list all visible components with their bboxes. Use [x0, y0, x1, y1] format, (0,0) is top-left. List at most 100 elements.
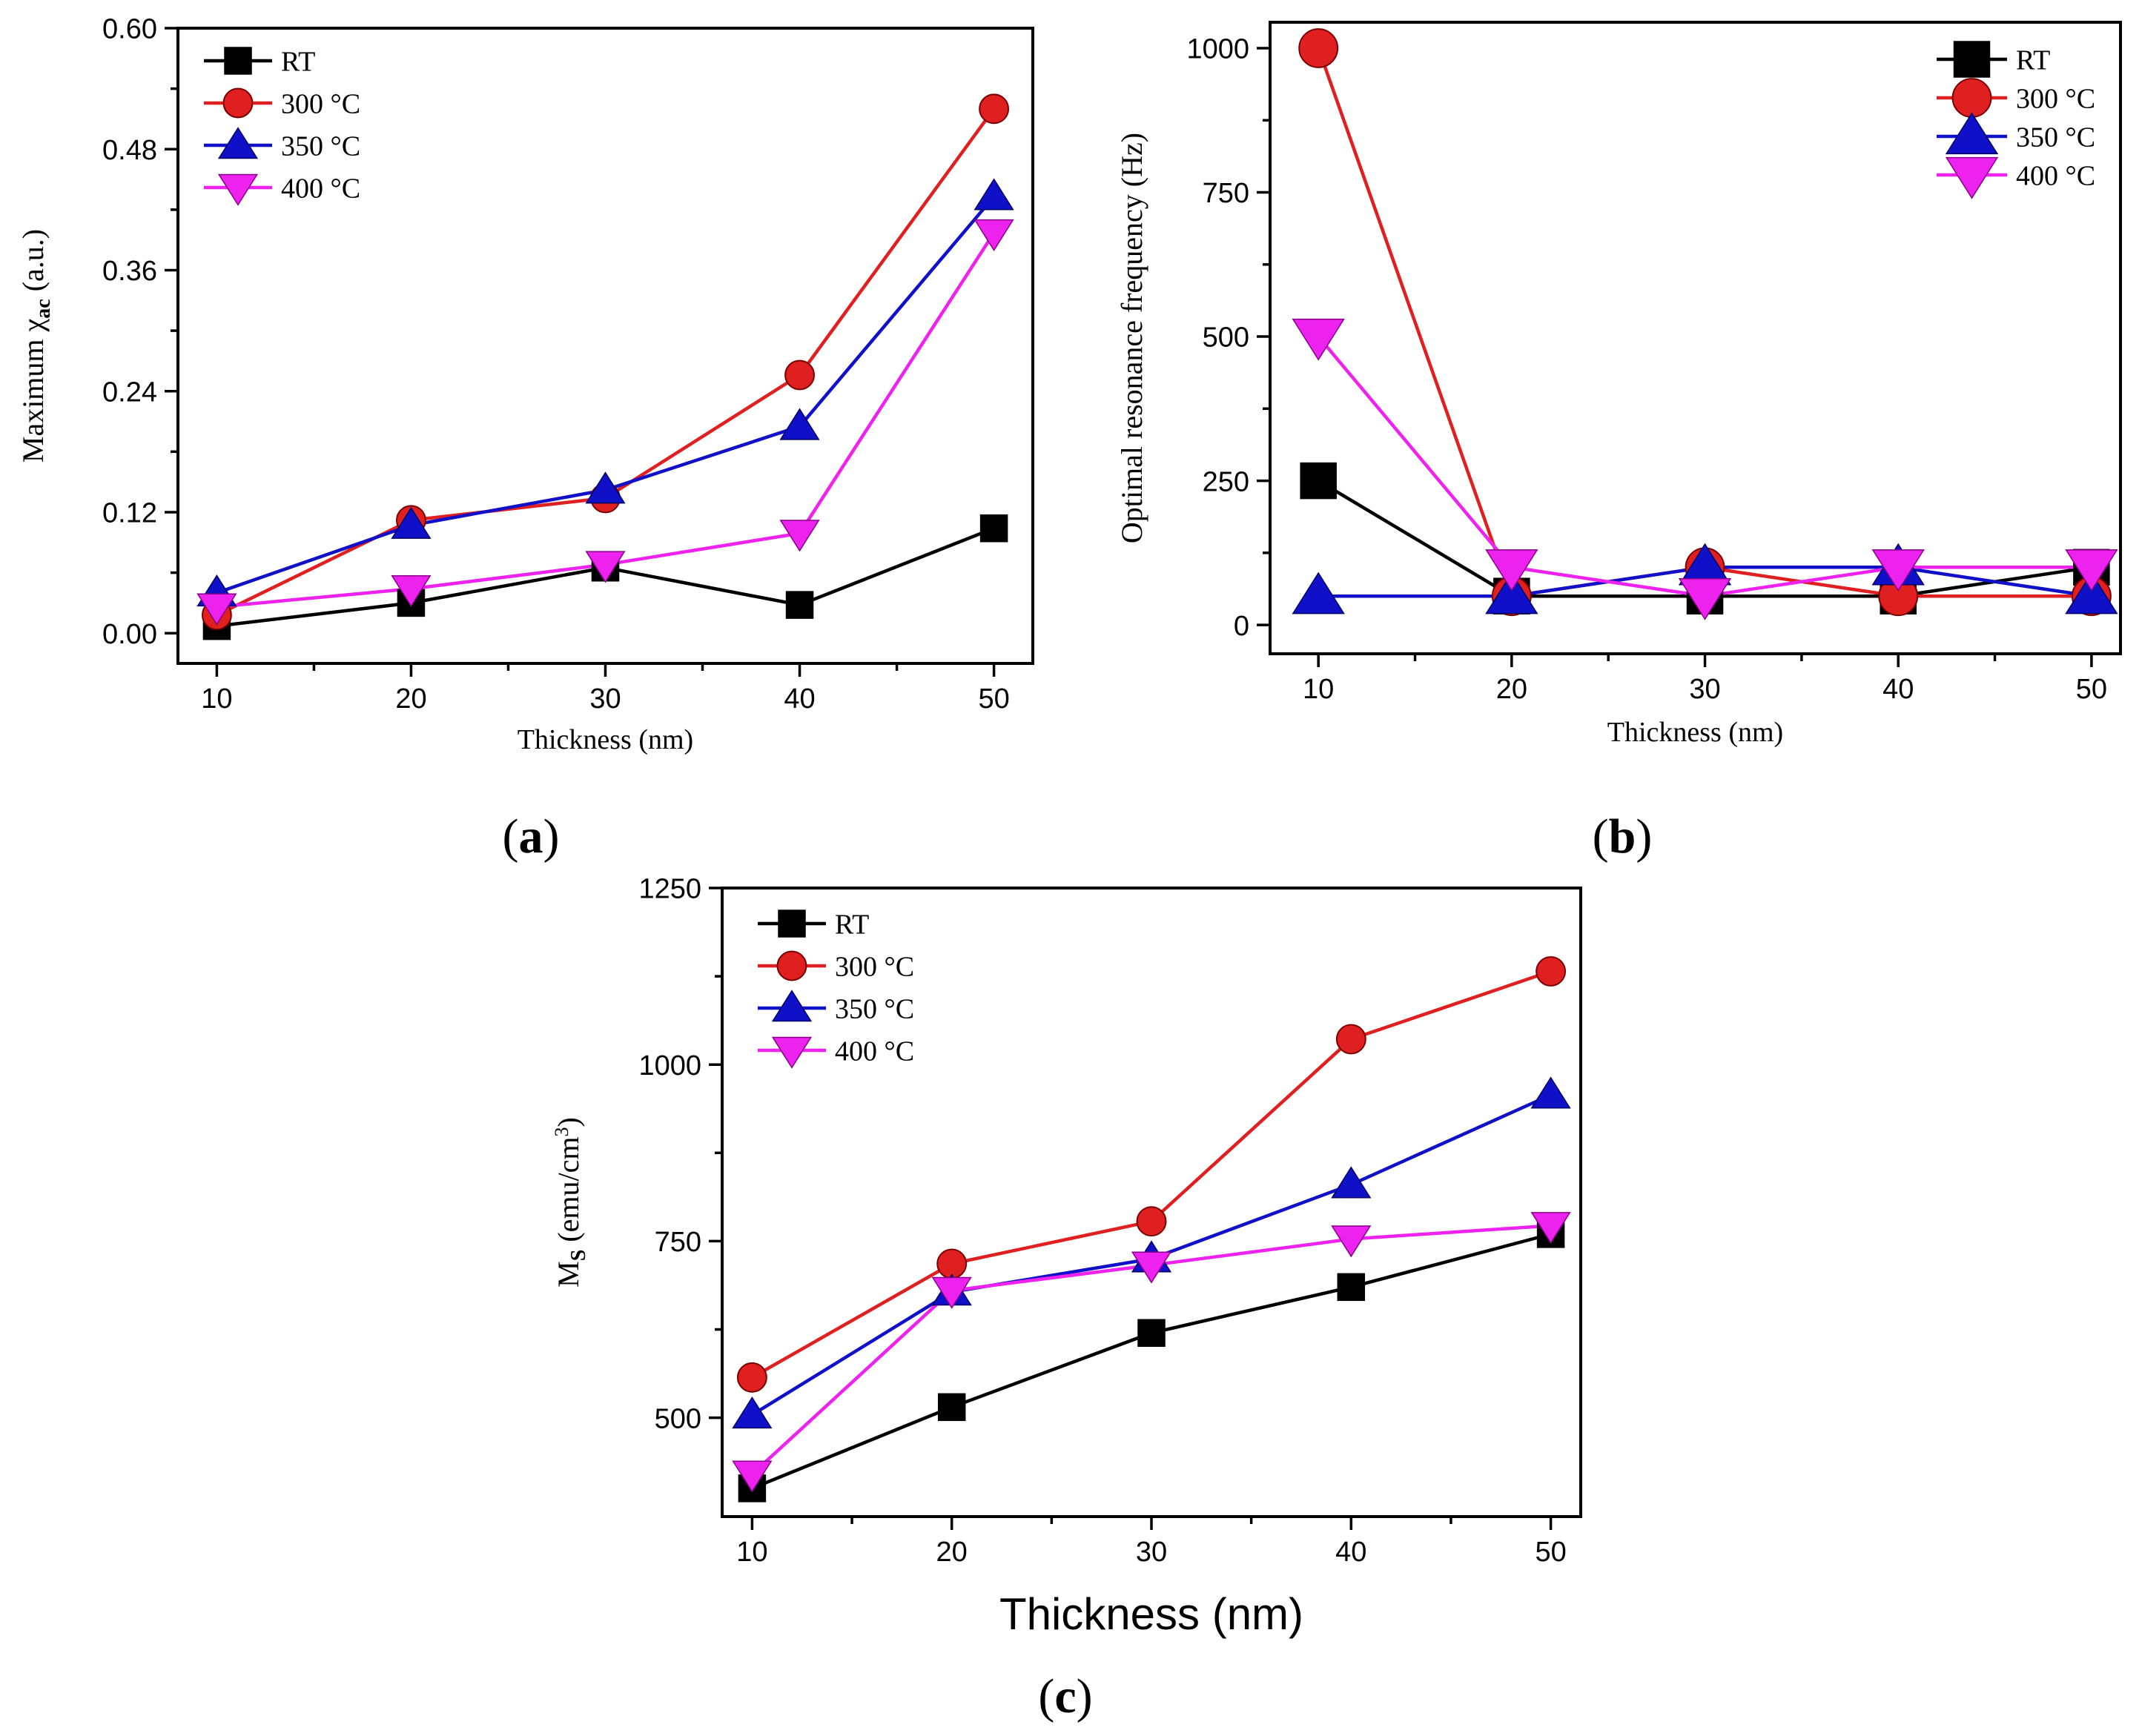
- panel-label: (c): [1038, 1669, 1092, 1723]
- data-point-triangle-down: [1131, 1251, 1172, 1284]
- x-tick-label: 40: [1335, 1537, 1366, 1568]
- x-tick-label: 30: [1136, 1537, 1167, 1568]
- data-point-triangle-down: [1331, 1225, 1372, 1258]
- legend-marker: [778, 910, 806, 938]
- x-axis-label: Thickness (nm): [518, 724, 693, 755]
- y-label-subscript: ac: [32, 299, 55, 318]
- panel-paren-open: (: [503, 809, 519, 864]
- data-point-square: [979, 514, 1008, 543]
- y-tick-label: 500: [1203, 322, 1249, 354]
- data-point-triangle-up: [779, 408, 820, 440]
- data-point-triangle-down: [1485, 549, 1538, 592]
- legend-label: RT: [835, 910, 869, 941]
- data-point-triangle-up: [732, 1396, 773, 1429]
- legend-marker: [1945, 156, 1999, 199]
- data-point-triangle-up: [1292, 572, 1345, 614]
- chart-panel-a: 10 20 30 40 50 0.00 0.12 0.24 0.36 0.48 0.60 Thickn…: [16, 14, 1034, 755]
- legend-label: 300 °C: [281, 89, 360, 120]
- data-point-triangle-down: [1530, 1212, 1571, 1245]
- legend-label: 400 °C: [281, 173, 360, 205]
- y-label-main: M: [552, 1261, 585, 1288]
- x-tick-label: 20: [936, 1537, 968, 1568]
- x-tick-label: 10: [736, 1537, 767, 1568]
- legend-label: 350 °C: [2016, 122, 2095, 153]
- y-label-close: ): [552, 1117, 585, 1127]
- data-point-triangle-up: [974, 178, 1014, 211]
- x-tick-label: 50: [1535, 1537, 1566, 1568]
- data-point-circle: [1136, 1206, 1167, 1237]
- legend-marker: [1951, 78, 1992, 118]
- y-axis-label: Optimal resonance frequency (Hz): [1115, 133, 1148, 543]
- series-line-triangle-up: [216, 195, 996, 594]
- y-tick-label: 0.12: [102, 498, 157, 529]
- y-tick-label: 0.00: [102, 619, 157, 650]
- panel-letter: c: [1054, 1669, 1076, 1723]
- data-point-triangle-down: [1871, 549, 1925, 592]
- y-tick-label: 1250: [638, 874, 701, 905]
- y-axis-label: MS (emu/cm3): [551, 1117, 590, 1288]
- data-point-triangle-down: [974, 219, 1014, 251]
- panel-paren-close: ): [1077, 1669, 1093, 1723]
- x-tick-label: 40: [1882, 674, 1914, 705]
- x-tick-label: 50: [978, 683, 1009, 715]
- legend-label: 400 °C: [2016, 161, 2095, 192]
- y-tick-label: 0: [1234, 611, 1249, 642]
- y-tick-label: 0.60: [102, 14, 157, 45]
- y-label-superscript: 3: [551, 1127, 572, 1137]
- y-label-subscript: S: [567, 1250, 590, 1262]
- series-line-circle: [751, 970, 1552, 1379]
- panel-label: (b): [1593, 809, 1653, 864]
- data-point-triangle-down: [732, 1460, 773, 1493]
- legend-label: 350 °C: [835, 994, 914, 1025]
- legend-marker: [1953, 41, 1991, 78]
- data-point-circle: [979, 93, 1010, 125]
- legend-marker: [771, 990, 813, 1022]
- y-tick-label: 0.36: [102, 256, 157, 287]
- x-tick-label: 50: [2076, 674, 2107, 705]
- legend-label: 400 °C: [835, 1036, 914, 1067]
- data-point-triangle-down: [585, 551, 626, 583]
- y-tick-label: 750: [655, 1227, 701, 1258]
- legend-marker: [776, 950, 807, 981]
- legend: RT 300 °C 350 °C 400 °C: [758, 910, 914, 1069]
- data-point-circle: [1298, 28, 1339, 68]
- legend-label: RT: [281, 47, 315, 78]
- panel-paren-open: (: [1038, 1669, 1054, 1723]
- y-label-unit: (a.u.): [16, 229, 50, 299]
- data-point-triangle-down: [391, 575, 432, 608]
- panel-paren-close: ): [543, 809, 560, 864]
- y-tick-label: 500: [655, 1403, 701, 1434]
- y-tick-label: 0.48: [102, 135, 157, 166]
- chart-panel-c: 10 20 30 40 50 500 750 1000 1250 Thickness (nm) MS…: [551, 874, 1582, 1639]
- legend-label: RT: [2016, 45, 2050, 76]
- panel-paren-close: ): [1636, 809, 1652, 864]
- x-tick-label: 20: [1496, 674, 1527, 705]
- panel-letter: b: [1609, 809, 1636, 864]
- data-point-triangle-up: [1331, 1166, 1372, 1199]
- legend: RT 300 °C 350 °C 400 °C: [1937, 41, 2095, 199]
- y-tick-label: 1000: [638, 1050, 701, 1081]
- y-axis-label: Maximum χac (a.u.): [16, 229, 55, 463]
- legend-label: 350 °C: [281, 131, 360, 162]
- y-tick-label: 750: [1203, 178, 1249, 209]
- data-point-triangle-down: [931, 1276, 972, 1309]
- data-point-triangle-up: [391, 506, 432, 539]
- data-point-triangle-down: [1678, 578, 1732, 620]
- y-label-unit: (emu/cm: [552, 1137, 585, 1250]
- data-point-square: [1137, 1319, 1166, 1348]
- data-point-square: [1337, 1273, 1366, 1302]
- x-tick-label: 10: [1303, 674, 1334, 705]
- data-point-triangle-up: [1530, 1076, 1571, 1109]
- x-tick-label: 20: [395, 683, 426, 715]
- data-point-square: [937, 1393, 966, 1422]
- x-tick-label: 30: [589, 683, 621, 715]
- data-point-triangle-down: [779, 520, 820, 552]
- data-point-square: [1300, 462, 1337, 500]
- y-tick-label: 1000: [1186, 34, 1249, 65]
- data-point-circle: [736, 1362, 767, 1393]
- x-tick-label: 40: [784, 683, 815, 715]
- legend-label: 300 °C: [2016, 84, 2095, 115]
- x-tick-label: 30: [1689, 674, 1720, 705]
- legend-marker: [1945, 112, 1999, 155]
